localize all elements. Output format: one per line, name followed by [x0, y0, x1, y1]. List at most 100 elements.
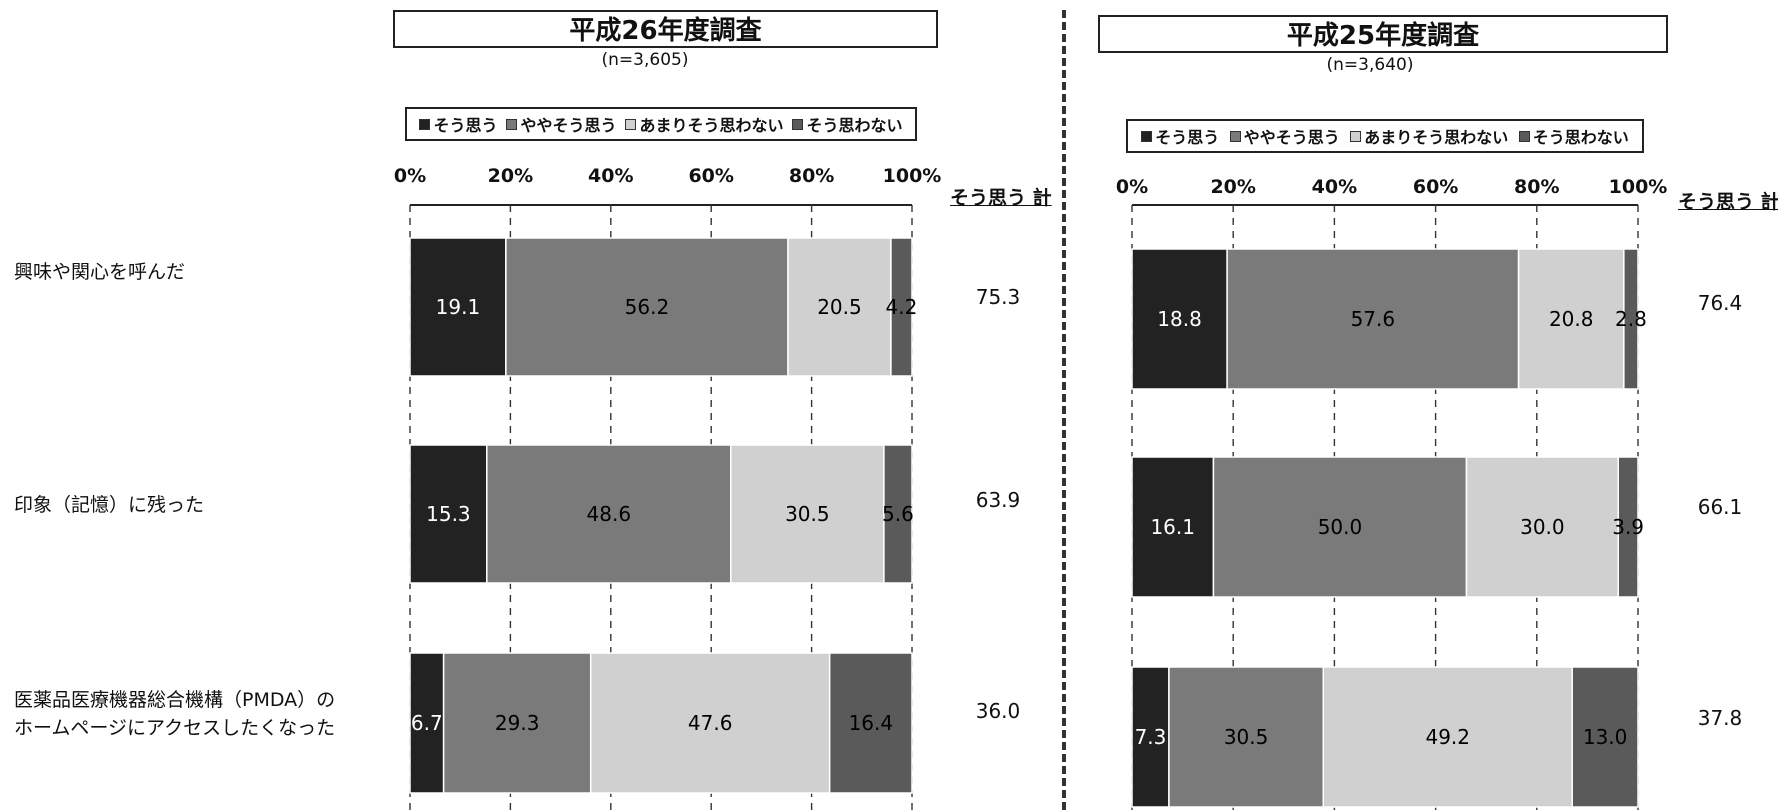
legend-label: ややそう思う	[1243, 128, 1340, 147]
legend-item: そう思う	[419, 112, 498, 136]
bar-segment	[1168, 666, 1325, 808]
legend-label: そう思う	[433, 116, 498, 135]
bar-segment	[883, 444, 913, 584]
bar-value-label: 29.3	[495, 711, 540, 735]
legend-swatch-icon	[506, 118, 518, 130]
bar-value-label: 5.6	[882, 502, 914, 526]
bar-value-label: 56.2	[625, 295, 670, 319]
bar-segment	[1623, 248, 1639, 390]
bar-value-label: 19.1	[436, 295, 481, 319]
panel-title-2014: 平成26年度調査	[393, 10, 938, 48]
legend-swatch-icon	[1350, 130, 1362, 142]
bar-value-label: 47.6	[688, 711, 733, 735]
legend-item: そう思わない	[1518, 124, 1629, 148]
total-value-2014-2: 63.9	[975, 488, 1021, 512]
x-tick-label: 40%	[588, 165, 633, 187]
x-tick-label: 80%	[789, 165, 834, 187]
panel-divider	[1062, 10, 1066, 810]
bar-segment	[1322, 666, 1573, 808]
bar-value-label: 15.3	[426, 502, 471, 526]
legend-label: そう思わない	[806, 116, 903, 135]
bar-value-label: 57.6	[1351, 307, 1396, 331]
legend-2014: そう思う ややそう思う あまりそう思わない そう思わない	[405, 107, 917, 141]
legend-item: そう思う	[1141, 124, 1219, 148]
bar-segment	[409, 444, 488, 584]
bar-segment	[1617, 456, 1639, 598]
bar-segment	[1131, 456, 1215, 598]
legend-item: あまりそう思わない	[1350, 124, 1508, 148]
legend-label: ややそう思う	[520, 116, 617, 135]
bar-segment	[890, 237, 913, 377]
bar-segment	[828, 652, 913, 794]
total-value-2013-2: 66.1	[1697, 495, 1743, 519]
bar-segment	[1571, 666, 1639, 808]
x-tick-label: 100%	[883, 165, 942, 187]
legend-swatch-icon	[1229, 130, 1241, 142]
legend-swatch-icon	[1518, 130, 1530, 142]
bar-value-label: 50.0	[1318, 515, 1363, 539]
legend-label: そう思う	[1155, 128, 1220, 147]
bar-value-label: 30.0	[1520, 515, 1565, 539]
x-tick-label: 40%	[1312, 176, 1357, 198]
bar-value-label: 16.1	[1150, 515, 1195, 539]
bar-value-label: 20.5	[817, 295, 862, 319]
legend-item: ややそう思う	[506, 112, 617, 136]
bar-segment	[1465, 456, 1620, 598]
bar-segment	[1131, 248, 1228, 390]
bar-value-label: 18.8	[1157, 307, 1202, 331]
legend-swatch-icon	[792, 118, 804, 130]
legend-label: あまりそう思わない	[1364, 128, 1509, 147]
bar-value-label: 20.8	[1549, 307, 1594, 331]
total-value-2013-1: 76.4	[1697, 291, 1743, 315]
category-label-3: 医薬品医療機器総合機構（PMDA）の ホームページにアクセスしたくなった	[14, 689, 336, 739]
bar-value-label: 3.9	[1612, 515, 1644, 539]
legend-label: あまりそう思わない	[639, 116, 784, 135]
x-tick-label: 20%	[488, 165, 533, 187]
x-tick-label: 0%	[1116, 176, 1148, 198]
legend-item: そう思わない	[792, 112, 903, 136]
category-label-2: 印象（記憶）に残った	[14, 494, 205, 516]
bar-value-label: 30.5	[785, 502, 830, 526]
legend-item: あまりそう思わない	[625, 112, 784, 136]
bar-segment	[1212, 456, 1468, 598]
category-label-1: 興味や関心を呼んだ	[14, 261, 186, 283]
bar-segment	[442, 652, 592, 794]
bar-value-label: 2.8	[1615, 307, 1647, 331]
sample-size-2014: (n=3,605)	[601, 50, 689, 70]
bar-segment	[486, 444, 732, 584]
bar-value-label: 16.4	[849, 711, 894, 735]
panel-title-2013: 平成25年度調査	[1098, 15, 1668, 53]
x-tick-label: 60%	[1413, 176, 1458, 198]
bar-value-label: 30.5	[1224, 725, 1269, 749]
total-header-2014: そう思う 計	[950, 187, 1052, 209]
bar-value-label: 4.2	[886, 295, 918, 319]
stacked-bar-chart-2014: 0% 20% 40% 60% 80% 100% 19.1 56.2 20.5 4.2 15.3 48.…	[394, 165, 942, 811]
legend-label: そう思わない	[1532, 128, 1629, 147]
bar-value-label: 49.2	[1425, 725, 1470, 749]
total-value-2013-3: 37.8	[1697, 706, 1743, 730]
x-tick-label: 80%	[1514, 176, 1559, 198]
legend-2013: そう思う ややそう思う あまりそう思わない そう思わない	[1126, 119, 1644, 153]
sample-size-2013: (n=3,640)	[1326, 55, 1414, 75]
bar-value-label: 6.7	[411, 711, 443, 735]
bar-segment	[1517, 248, 1625, 390]
legend-swatch-icon	[1141, 130, 1153, 142]
bar-segment	[589, 652, 831, 794]
bar-segment	[1226, 248, 1520, 390]
legend-swatch-icon	[625, 118, 637, 130]
x-tick-label: 20%	[1210, 176, 1255, 198]
bar-segment	[409, 237, 507, 377]
x-tick-label: 0%	[394, 165, 426, 187]
x-tick-label: 60%	[688, 165, 733, 187]
bar-segment	[1131, 666, 1170, 808]
legend-item: ややそう思う	[1229, 124, 1340, 148]
total-value-2014-1: 75.3	[975, 285, 1021, 309]
bar-segment	[730, 444, 885, 584]
total-header-2013: そう思う 計	[1678, 191, 1778, 213]
bar-value-label: 48.6	[587, 502, 632, 526]
x-tick-label: 100%	[1609, 176, 1668, 198]
total-value-2014-3: 36.0	[975, 699, 1021, 723]
bar-value-label: 7.3	[1135, 725, 1167, 749]
legend-swatch-icon	[419, 118, 431, 130]
bar-value-label: 13.0	[1583, 725, 1628, 749]
